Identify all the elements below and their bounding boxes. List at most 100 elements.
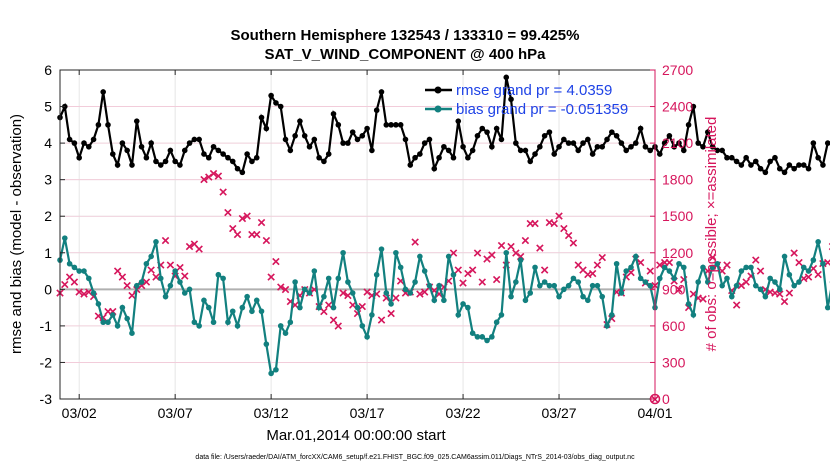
series-point-bias [532, 264, 538, 271]
series-point-bias [628, 264, 634, 271]
obs-assimilated-marker: × [75, 284, 84, 301]
chart-title-line2: SAT_V_WIND_COMPONENT @ 400 hPa [264, 46, 546, 63]
series-point-rmse [738, 162, 745, 168]
series-point-rmse [618, 140, 625, 146]
series-point-rmse [436, 154, 442, 161]
series-point-bias [436, 282, 442, 289]
series-point-rmse [253, 154, 260, 161]
obs-assimilated-marker: × [267, 269, 276, 286]
series-point-bias [484, 337, 490, 344]
series-point-rmse [426, 136, 433, 143]
y-right-tick-label: 1800 [662, 172, 693, 188]
series-point-bias [234, 323, 241, 329]
y-tick-label: -3 [40, 391, 53, 407]
obs-assimilated-marker: × [152, 269, 161, 286]
series-point-rmse [776, 165, 783, 172]
obs-assimilated-marker: × [526, 216, 535, 233]
obs-assimilated-marker: × [627, 264, 636, 281]
obs-assimilated-marker: × [430, 283, 439, 300]
series-point-rmse [762, 169, 769, 176]
series-point-bias [733, 282, 740, 289]
series-point-bias [700, 264, 706, 271]
series-point-rmse [85, 143, 92, 150]
series-point-bias [301, 286, 308, 293]
series-point-bias [225, 319, 231, 326]
series-point-bias [685, 301, 692, 307]
series-point-rmse [81, 140, 87, 146]
y-right-tick-label: 0 [662, 391, 670, 407]
obs-assimilated-marker: × [675, 281, 684, 298]
series-point-bias [656, 275, 663, 282]
y-right-tick-label: 2400 [662, 99, 693, 115]
series-point-rmse [249, 158, 255, 165]
series-point-rmse [503, 74, 510, 81]
series-point-bias [513, 279, 519, 285]
series-point-bias [157, 275, 164, 282]
y-right-tick-label: 1500 [662, 208, 693, 224]
series-point-bias [143, 260, 150, 267]
series-point-bias [704, 279, 711, 285]
obs-assimilated-marker: × [828, 239, 830, 256]
series-point-rmse [297, 118, 303, 124]
obs-assimilated-marker: × [699, 291, 708, 308]
obs-assimilated-marker: × [468, 262, 477, 279]
series-point-bias [109, 312, 116, 318]
obs-assimilated-marker: × [814, 267, 823, 284]
obs-assimilated-marker: × [219, 184, 228, 201]
series-point-rmse [565, 140, 572, 146]
series-point-bias [239, 304, 246, 311]
series-point-rmse [676, 140, 682, 146]
series-point-bias [618, 290, 625, 296]
series-point-bias [378, 246, 385, 252]
obs-assimilated-marker: × [531, 216, 540, 233]
series-point-rmse [666, 133, 673, 139]
series-point-rmse [474, 133, 481, 139]
obs-assimilated-marker: × [166, 257, 175, 274]
series-point-bias [752, 282, 759, 289]
series-point-bias [613, 260, 620, 267]
series-point-rmse [220, 151, 226, 157]
obs-assimilated-marker: × [492, 272, 501, 289]
x-tick-label: 03/07 [158, 405, 193, 421]
series-point-bias [642, 279, 649, 285]
obs-assimilated-marker: × [588, 265, 597, 282]
series-point-rmse [743, 154, 749, 161]
series-point-bias [330, 304, 337, 311]
series-point-rmse [258, 114, 265, 121]
obs-assimilated-marker: × [795, 255, 804, 272]
series-point-bias [762, 293, 769, 300]
obs-assimilated-marker: × [344, 287, 353, 304]
series-point-bias [800, 264, 807, 271]
series-point-bias [575, 279, 582, 285]
obs-assimilated-marker: × [439, 279, 448, 296]
series-point-bias [287, 319, 294, 326]
series-point-rmse [551, 151, 558, 157]
obs-assimilated-marker: × [507, 239, 516, 256]
series-point-bias [498, 312, 505, 318]
series-point-bias [85, 275, 92, 282]
x-tick-label: 04/01 [637, 405, 672, 421]
series-point-rmse [537, 143, 543, 150]
series-point-bias [820, 260, 826, 267]
series-point-rmse [637, 125, 644, 132]
obs-assimilated-marker: × [737, 278, 746, 295]
obs-assimilated-marker: × [511, 245, 520, 262]
series-point-bias [369, 312, 375, 318]
series-point-bias [623, 268, 630, 274]
series-point-rmse [719, 147, 725, 154]
series-point-rmse [642, 143, 649, 150]
series-point-bias [609, 312, 615, 318]
series-point-rmse [479, 125, 486, 132]
series-point-rmse [513, 140, 519, 146]
obs-assimilated-marker: × [727, 283, 736, 300]
series-point-rmse [680, 147, 687, 154]
obs-assimilated-marker: × [420, 284, 429, 301]
series-point-rmse [604, 136, 610, 143]
series-point-rmse [273, 100, 279, 106]
y-tick-label: -1 [40, 318, 53, 334]
series-point-rmse [714, 147, 721, 154]
series-point-rmse [316, 154, 322, 161]
obs-assimilated-marker: × [689, 286, 698, 303]
series-point-bias [205, 304, 212, 311]
series-point-rmse [119, 140, 126, 146]
